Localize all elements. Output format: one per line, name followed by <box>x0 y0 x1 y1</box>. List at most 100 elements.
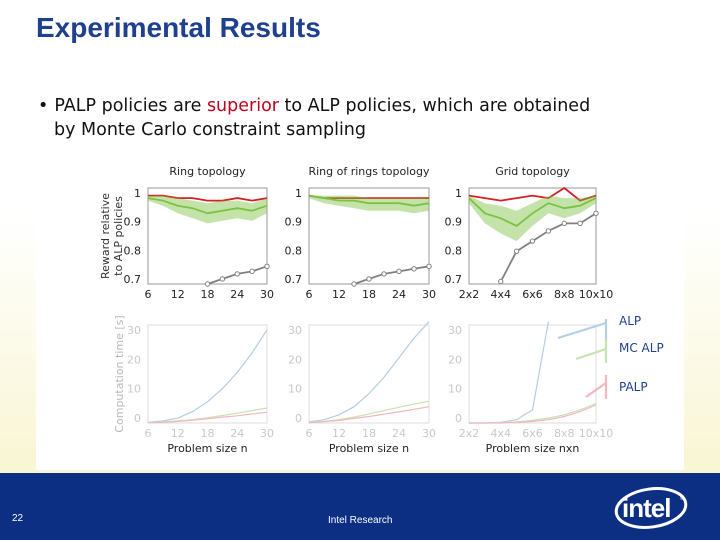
x-tick-label-3-4: 30 <box>260 427 274 440</box>
series-point-1-4 <box>366 276 372 282</box>
plot-frame-3 <box>147 324 268 424</box>
x-tick-label-0-1: 12 <box>171 288 185 301</box>
x-tick-label-1-3: 24 <box>392 288 406 301</box>
series-point-1-5 <box>381 271 387 277</box>
plot-frame-2 <box>468 187 597 285</box>
series-point-1-6 <box>396 268 402 275</box>
bullet-line-2: by Monte Carlo constraint sampling <box>54 120 367 140</box>
x-tick-label-0-4: 30 <box>260 288 274 301</box>
x-tick-label-4-2: 18 <box>362 427 376 440</box>
x-axis-label-4: Problem size n <box>329 442 409 455</box>
y-tick-label-4-2: 10 <box>288 383 302 396</box>
y-tick-label-1-2: 0.8 <box>285 244 303 257</box>
y-tick-label-0-2: 0.8 <box>124 244 142 257</box>
x-tick-label-5-2: 6x6 <box>522 427 543 440</box>
x-tick-label-2-3: 8x8 <box>554 288 575 301</box>
series-point-1-8 <box>426 263 432 270</box>
y-tick-label-5-2: 10 <box>448 383 462 396</box>
x-tick-label-0-3: 24 <box>230 288 244 301</box>
intel-logo: intel ® <box>614 485 690 531</box>
series-line-2-1 <box>468 197 597 227</box>
legend-callout-2 <box>585 382 607 398</box>
x-tick-label-5-1: 4x4 <box>490 427 511 440</box>
x-tick-label-2-2: 6x6 <box>522 288 543 301</box>
y-tick-label-2-1: 0.9 <box>445 216 463 229</box>
series-line-1-1 <box>308 194 430 207</box>
x-axis-label-5: Problem size nxn <box>486 442 580 455</box>
x-tick-label-0-2: 18 <box>201 288 215 301</box>
y-tick-label-2-0: 1 <box>455 187 462 200</box>
x-tick-label-3-1: 12 <box>171 427 185 440</box>
series-point-0-7 <box>249 268 255 275</box>
footer-bar: 22 Intel Research intel ® <box>0 473 720 540</box>
x-tick-label-3-0: 6 <box>145 427 152 440</box>
series-band-0-1 <box>148 195 267 224</box>
plot-frame-1 <box>308 187 430 285</box>
x-tick-label-5-0: 2x2 <box>459 427 480 440</box>
bullet-pre: PALP policies are <box>54 96 207 116</box>
y-tick-label-0-0: 1 <box>134 187 141 200</box>
y-tick-label-5-0: 30 <box>448 324 462 337</box>
y-axis-label-top-2: to ALP policies <box>112 196 125 276</box>
results-figure: 1 0.9 0.8 0.7 6 12 18 24 30 Ring topology 1 0.9 0.8 0… <box>36 155 684 470</box>
footer-organization: Intel Research <box>328 515 393 526</box>
series-point-2-5 <box>545 228 552 234</box>
x-tick-label-4-3: 24 <box>392 427 406 440</box>
intel-logo-swirl-icon <box>614 487 688 529</box>
y-tick-label-1-1: 0.9 <box>285 216 303 229</box>
x-axis-label-3: Problem size n <box>167 442 247 455</box>
bullet-dot: • <box>38 96 49 116</box>
y-tick-label-0-1: 0.9 <box>124 216 142 229</box>
y-tick-label-2-2: 0.8 <box>445 244 463 257</box>
panel-title-0: Ring topology <box>169 165 246 178</box>
y-tick-label-4-1: 20 <box>288 353 302 366</box>
x-tick-label-4-4: 30 <box>422 427 436 440</box>
x-tick-label-1-2: 18 <box>362 288 376 301</box>
legend-callout-1 <box>575 347 607 361</box>
page-number: 22 <box>12 513 24 524</box>
x-tick-label-5-3: 8x8 <box>554 427 575 440</box>
series-band-2-1 <box>469 195 596 242</box>
series-point-1-7 <box>411 266 417 272</box>
x-tick-label-3-3: 24 <box>230 427 244 440</box>
x-tick-label-1-1: 12 <box>332 288 346 301</box>
legend-label-0: ALP <box>619 314 641 328</box>
y-axis-label-bottom: Computation time [s] <box>113 315 126 432</box>
y-tick-label-4-3: 0 <box>295 412 302 425</box>
series-point-0-8 <box>264 263 270 270</box>
x-tick-label-5-4: 10x10 <box>579 427 614 440</box>
series-point-2-3 <box>513 248 520 254</box>
series-point-0-4 <box>204 281 211 287</box>
y-axis-label-top-1: Reward relative <box>99 193 112 279</box>
legend-label-2: PALP <box>619 380 648 394</box>
y-tick-label-5-1: 20 <box>448 353 462 366</box>
x-tick-label-4-1: 12 <box>332 427 346 440</box>
series-line-4-0 <box>308 321 430 423</box>
x-tick-label-4-0: 6 <box>306 427 313 440</box>
series-point-2-6 <box>561 220 567 227</box>
intel-logo-text: intel <box>622 493 671 523</box>
y-tick-label-1-3: 0.7 <box>285 273 303 286</box>
x-tick-label-2-0: 2x2 <box>459 288 480 301</box>
series-line-3-0 <box>147 329 268 423</box>
series-point-2-8 <box>593 210 599 216</box>
panel-title-2: Grid topology <box>495 165 570 178</box>
y-tick-label-3-1: 20 <box>127 353 141 366</box>
series-line-5-2 <box>469 404 597 424</box>
y-tick-label-4-0: 30 <box>288 324 302 337</box>
intel-logo-mark: ® <box>680 496 685 502</box>
y-tick-label-2-3: 0.7 <box>445 273 463 286</box>
series-point-0-5 <box>219 276 226 282</box>
bullet-highlight: superior <box>206 96 279 116</box>
panel-title-1: Ring of rings topology <box>308 165 430 178</box>
series-line-0-0 <box>148 194 268 202</box>
bullet-post: to ALP policies, which are obtained <box>278 96 591 116</box>
series-line-4-2 <box>308 406 430 424</box>
series-point-2-2 <box>498 278 504 285</box>
plot-frame-4 <box>308 324 430 424</box>
x-tick-label-1-0: 6 <box>306 288 313 301</box>
series-line-2-0 <box>468 186 597 202</box>
series-line-5-0 <box>469 321 549 424</box>
series-point-2-4 <box>529 238 536 244</box>
